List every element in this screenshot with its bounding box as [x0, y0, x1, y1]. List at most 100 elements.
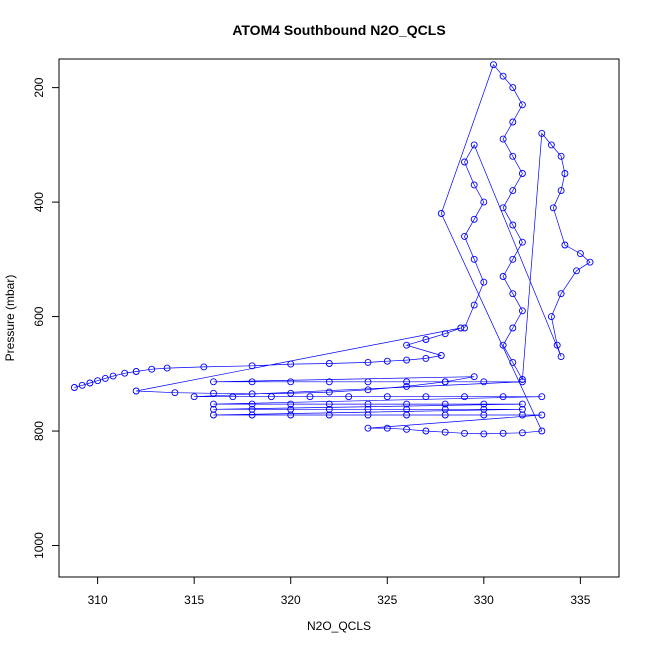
data-point: [518, 376, 526, 383]
data-point: [437, 210, 445, 217]
data-point: [499, 429, 507, 437]
data-point: [383, 424, 391, 432]
data-point: [457, 324, 465, 332]
series-line: [74, 64, 591, 435]
data-point: [576, 250, 584, 258]
data-point: [509, 324, 517, 332]
data-point: [267, 393, 275, 401]
data-point: [573, 267, 580, 275]
data-point: [248, 400, 256, 408]
data-point: [461, 393, 468, 401]
data-point: [163, 364, 171, 372]
data-point: [383, 357, 391, 365]
data-point: [325, 360, 333, 367]
data-point: [557, 353, 565, 361]
data-point: [364, 378, 372, 386]
data-point: [538, 411, 546, 419]
data-point: [518, 400, 526, 408]
data-point: [538, 129, 546, 137]
data-point: [248, 411, 256, 419]
data-point: [561, 170, 569, 177]
data-point: [557, 290, 565, 298]
data-point: [210, 411, 217, 419]
data-point: [190, 393, 198, 401]
x-tick-label: 315: [184, 593, 204, 607]
x-axis-label: N2O_QCLS: [307, 619, 371, 633]
data-point: [364, 424, 372, 432]
data-point: [422, 427, 430, 435]
data-point: [287, 378, 295, 386]
y-axis-label: Pressure (mbar): [3, 275, 17, 362]
data-point: [441, 428, 449, 436]
data-point: [553, 341, 561, 349]
data-point: [210, 378, 217, 386]
data-point: [461, 158, 468, 166]
data-point: [480, 411, 488, 419]
data-point: [200, 363, 208, 371]
data-point: [470, 141, 478, 149]
data-point: [248, 390, 256, 398]
data-point: [345, 393, 353, 401]
data-point: [210, 389, 217, 397]
data-point: [403, 378, 411, 386]
data-point: [518, 307, 526, 315]
data-point: [325, 388, 333, 396]
data-point: [422, 393, 430, 401]
data-point: [561, 241, 569, 249]
data-point: [509, 255, 517, 263]
data-point: [509, 187, 517, 195]
data-point: [586, 258, 594, 266]
data-point: [441, 330, 449, 338]
x-axis: 310 315 320 325 330 335: [88, 576, 591, 607]
data-point: [480, 198, 488, 206]
data-point: [287, 360, 295, 368]
data-point: [248, 362, 256, 370]
data-point: [480, 400, 488, 408]
y-tick-label: 1000: [32, 532, 46, 559]
data-point: [422, 336, 430, 343]
data-point: [325, 378, 333, 386]
data-point: [470, 301, 478, 309]
data-point: [509, 118, 517, 126]
data-point: [547, 313, 555, 321]
data-point: [499, 341, 507, 349]
data-point: [403, 382, 411, 390]
data-point: [383, 393, 391, 401]
data-point: [437, 352, 445, 359]
data-point: [403, 400, 411, 408]
data-point: [148, 365, 156, 373]
data-point: [461, 429, 468, 437]
data-point: [547, 141, 555, 149]
chart-title: ATOM4 Southbound N2O_QCLS: [232, 22, 445, 38]
data-point: [509, 358, 517, 366]
data-point: [287, 411, 295, 419]
data-point: [538, 427, 546, 435]
data-point: [499, 135, 507, 143]
data-point: [109, 372, 117, 380]
data-point: [422, 354, 430, 362]
data-point: [509, 221, 517, 229]
data-point: [470, 255, 478, 263]
data-point: [229, 393, 237, 401]
data-point: [325, 411, 333, 419]
data-point: [538, 393, 546, 401]
data-point: [480, 378, 488, 386]
plot-frame: [58, 58, 620, 578]
data-point: [287, 389, 295, 397]
x-tick-label: 320: [281, 593, 301, 607]
y-axis: 200 400 600 800 1000: [32, 77, 60, 559]
data-point: [499, 393, 507, 401]
data-layer: [70, 61, 594, 438]
data-point: [480, 430, 488, 438]
data-point: [461, 324, 468, 332]
data-point: [509, 290, 517, 298]
x-tick-label: 330: [474, 593, 494, 607]
data-point: [461, 232, 468, 240]
data-point: [518, 101, 526, 109]
data-point: [518, 238, 526, 246]
data-point: [171, 389, 179, 397]
data-point: [499, 273, 507, 280]
data-point: [248, 378, 256, 386]
data-point: [518, 378, 526, 386]
